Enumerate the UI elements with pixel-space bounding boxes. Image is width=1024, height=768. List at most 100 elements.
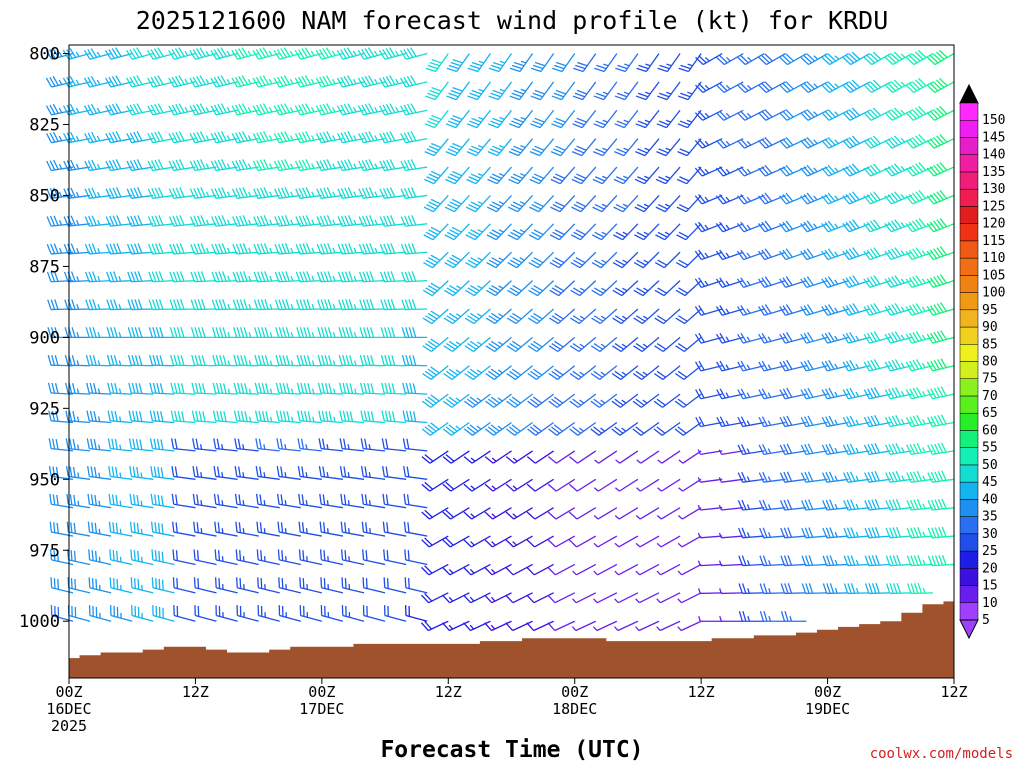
barb-full bbox=[596, 64, 607, 70]
barb-shaft bbox=[644, 138, 660, 157]
barb-full bbox=[241, 47, 249, 57]
barb-full bbox=[863, 139, 872, 149]
wind-barb bbox=[572, 81, 597, 101]
barb-full bbox=[200, 187, 206, 198]
wind-barb bbox=[656, 563, 681, 576]
barb-shaft bbox=[623, 109, 639, 129]
wind-barb bbox=[635, 592, 660, 604]
barb-full bbox=[259, 103, 266, 114]
wind-barb bbox=[129, 466, 154, 480]
barb-full bbox=[632, 400, 642, 408]
barb-full bbox=[698, 249, 706, 259]
wind-barb bbox=[864, 499, 891, 511]
barb-full bbox=[410, 75, 417, 85]
wind-barb bbox=[274, 243, 301, 255]
barb-full bbox=[305, 131, 312, 142]
wind-barb bbox=[467, 53, 491, 73]
barb-full bbox=[800, 361, 807, 372]
wind-barb bbox=[573, 53, 597, 73]
barb-full bbox=[910, 583, 916, 594]
wind-barb bbox=[549, 280, 576, 297]
barb-half bbox=[767, 392, 772, 398]
barb-full bbox=[887, 277, 895, 287]
barb-full bbox=[786, 471, 793, 482]
barb-full bbox=[935, 51, 945, 60]
wind-barb bbox=[506, 421, 533, 436]
barb-full bbox=[930, 444, 937, 455]
barb-half bbox=[697, 588, 701, 594]
barb-shaft bbox=[763, 507, 786, 511]
barb-full bbox=[783, 499, 789, 510]
colorbar-swatch bbox=[959, 533, 979, 552]
barb-full bbox=[231, 77, 238, 88]
barb-full bbox=[130, 243, 136, 254]
wind-barb bbox=[927, 498, 955, 511]
barb-half bbox=[332, 332, 336, 338]
wind-barb bbox=[168, 159, 196, 172]
barb-full bbox=[63, 160, 69, 171]
barb-full bbox=[870, 332, 877, 342]
barb-shaft bbox=[493, 421, 512, 436]
barb-half bbox=[922, 447, 926, 453]
barb-full bbox=[365, 215, 371, 226]
barb-full bbox=[259, 522, 263, 533]
y-tick-label: 800 bbox=[29, 45, 60, 65]
barb-full bbox=[361, 76, 368, 87]
barb-full bbox=[382, 104, 389, 115]
barb-full bbox=[715, 167, 724, 177]
barb-full bbox=[613, 206, 624, 213]
barb-full bbox=[806, 304, 814, 314]
barb-full bbox=[47, 299, 52, 310]
barb-half bbox=[855, 391, 860, 397]
barb-full bbox=[244, 383, 248, 394]
barb-full bbox=[911, 136, 920, 146]
barb-full bbox=[863, 56, 873, 65]
barb-shaft bbox=[341, 364, 365, 367]
barb-full bbox=[758, 472, 765, 483]
barb-full bbox=[337, 160, 343, 171]
barb-full bbox=[197, 327, 203, 338]
barb-shaft bbox=[721, 507, 744, 511]
barb-half bbox=[665, 119, 672, 123]
colorbar-label: 25 bbox=[982, 544, 998, 559]
barb-shaft bbox=[700, 507, 723, 511]
barb-half bbox=[470, 541, 475, 546]
wind-barb bbox=[590, 421, 618, 436]
barb-shaft bbox=[68, 475, 91, 480]
barb-full bbox=[425, 259, 436, 266]
wind-barb bbox=[715, 277, 744, 289]
colorbar-swatch bbox=[959, 102, 979, 121]
barb-shaft bbox=[257, 392, 280, 395]
barb-full bbox=[526, 511, 536, 520]
barb-full bbox=[427, 340, 438, 348]
barb-full bbox=[487, 123, 499, 129]
barb-full bbox=[53, 187, 59, 198]
colorbar-swatch bbox=[959, 275, 979, 293]
wind-barb bbox=[340, 521, 365, 537]
wind-barb bbox=[927, 414, 955, 428]
barb-full bbox=[864, 583, 870, 594]
barb-half bbox=[499, 60, 506, 64]
barb-full bbox=[464, 345, 474, 353]
barb-full bbox=[160, 495, 164, 506]
barb-half bbox=[290, 304, 294, 310]
barb-half bbox=[855, 475, 859, 482]
barb-full bbox=[108, 76, 115, 87]
barb-full bbox=[348, 243, 354, 254]
barb-full bbox=[487, 426, 497, 434]
barb-half bbox=[490, 596, 496, 602]
barb-shaft bbox=[892, 81, 913, 93]
colorbar-swatch bbox=[959, 361, 979, 379]
barb-shaft bbox=[891, 166, 913, 177]
barb-full bbox=[716, 56, 725, 65]
barb-shaft bbox=[683, 365, 702, 380]
barb-full bbox=[590, 428, 600, 436]
barb-full bbox=[386, 522, 389, 533]
barb-full bbox=[867, 388, 874, 399]
barb-full bbox=[486, 289, 496, 297]
barb-full bbox=[307, 383, 312, 394]
barb-full bbox=[894, 275, 902, 285]
barb-full bbox=[845, 82, 854, 92]
wind-barb bbox=[423, 251, 449, 269]
barb-shaft bbox=[534, 478, 554, 492]
